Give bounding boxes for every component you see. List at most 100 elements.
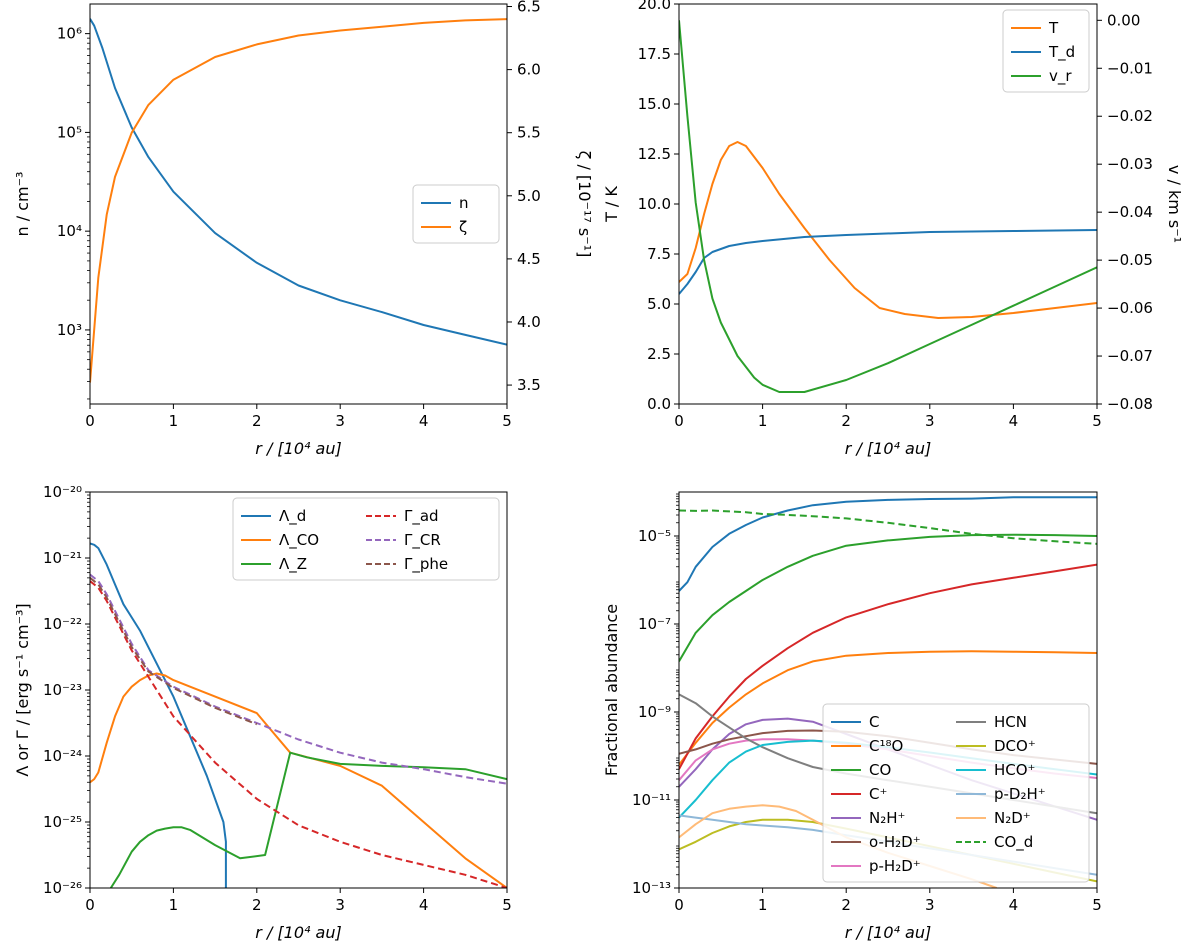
legend-box [412,184,500,244]
legend-label: Γ_phe [404,555,448,574]
series-line-density-zeta-1 [90,18,507,383]
x-tick-label: 4 [419,412,429,430]
series-line-cooling-heating-4 [90,573,507,785]
y-right-tick-label: 4.0 [517,313,541,331]
y-right-tick-label: 0.00 [1107,11,1140,29]
y-right-tick-label: −0.08 [1107,395,1153,413]
y-tick-label: 10⁻²⁶ [43,879,82,897]
x-axis-label: r / [10⁴ au] [845,439,931,458]
series-line-cooling-heating-2 [109,751,507,888]
y-right-tick-label: 5.5 [517,124,541,142]
y-tick-label: 10⁻²⁵ [43,813,82,831]
y-tick-label: 10⁻¹³ [632,879,671,897]
x-tick-label: 1 [758,896,768,914]
y-tick-label: 7.5 [647,245,671,263]
y-right-tick-label: −0.01 [1107,59,1153,77]
x-tick-label: 3 [335,412,345,430]
series-line-density-zeta-0 [90,18,507,346]
y-tick-label: 10⁻¹¹ [632,791,671,809]
y-tick-label: 0.0 [647,395,671,413]
x-tick-label: 4 [1009,896,1019,914]
legend-label: HCN [994,713,1027,731]
y-tick-label: 10⁻⁷ [638,615,671,633]
y-tick-label: 10⁻²³ [43,681,82,699]
x-tick-label: 3 [925,896,935,914]
x-tick-label: 2 [841,896,851,914]
legend-label: p-D₂H⁺ [994,785,1046,803]
x-tick-label: 2 [252,412,262,430]
legend-label: Λ_Z [279,555,307,574]
x-tick-label: 3 [925,412,935,430]
x-tick-label: 4 [1009,412,1019,430]
y-right-tick-label: 3.5 [517,376,541,394]
x-tick-label: 0 [674,896,684,914]
legend-label: v_r [1049,67,1072,86]
y-tick-label: 10⁵ [57,123,82,141]
y-tick-label: 10⁻⁹ [638,703,671,721]
legend-label: CO_d [994,833,1033,852]
series-line-abundances-0 [679,496,1097,592]
y-axis-label: T / K [602,186,621,223]
y-tick-label: 5.0 [647,295,671,313]
series-line-cooling-heating-5 [90,577,258,726]
y-right-tick-label: −0.03 [1107,155,1153,173]
x-tick-label: 0 [85,896,95,914]
series-line-temperature-velocity-1 [679,229,1097,295]
legend-label: HCO⁺ [994,761,1035,779]
series-line-abundances-12 [679,509,1097,545]
y-axis-label: Λ or Γ / [erg s⁻¹ cm⁻³] [13,603,32,776]
x-tick-label: 0 [85,412,95,430]
y-tick-label: 15.0 [638,95,671,113]
series-line-cooling-heating-0 [90,542,227,888]
y-right-tick-label: 5.0 [517,187,541,205]
y-right-axis-label: v / km s⁻¹ [1165,165,1184,243]
legend-label: T [1048,19,1059,37]
x-axis-label: r / [10⁴ au] [255,923,341,942]
legend-label: N₂D⁺ [994,809,1031,827]
y-tick-label: 10⁻²¹ [43,549,82,567]
series-line-cooling-heating-1 [90,672,507,888]
x-tick-label: 3 [335,896,345,914]
x-tick-label: 4 [419,896,429,914]
y-tick-label: 2.5 [647,345,671,363]
x-tick-label: 1 [169,896,179,914]
y-right-tick-label: 4.5 [517,250,541,268]
x-tick-label: 2 [841,412,851,430]
x-tick-label: 1 [169,412,179,430]
legend-label: o-H₂D⁺ [869,833,921,851]
legend-label: p-H₂D⁺ [869,857,921,875]
y-tick-label: 10.0 [638,195,671,213]
y-right-axis-label: ζ / [10⁻¹⁷ s⁻¹] [575,151,594,258]
x-axis-label: r / [10⁴ au] [255,439,341,458]
y-tick-label: 10⁴ [57,222,82,240]
y-right-tick-label: 6.5 [517,0,541,16]
axes-frame-density-zeta [89,3,508,405]
x-axis-label: r / [10⁴ au] [845,923,931,942]
legend-label: Λ_d [279,507,306,526]
series-line-abundances-2 [679,533,1097,662]
legend-label: Γ_ad [404,507,439,526]
series-line-abundances-1 [679,650,1097,766]
y-right-tick-label: 6.0 [517,61,541,79]
y-tick-label: 10⁶ [57,25,82,43]
y-tick-label: 10⁻²⁴ [43,747,82,765]
series-line-temperature-velocity-0 [679,141,1097,319]
legend-label: DCO⁺ [994,737,1036,755]
y-right-tick-label: −0.07 [1107,347,1153,365]
y-tick-label: 10⁻²⁰ [43,483,82,501]
x-tick-label: 0 [674,412,684,430]
legend-label: N₂H⁺ [869,809,905,827]
legend-label: CO [869,761,891,779]
y-right-tick-label: −0.04 [1107,203,1153,221]
legend-label: C [869,713,879,731]
legend-box [1002,9,1090,93]
y-tick-label: 20.0 [638,0,671,13]
y-right-tick-label: −0.02 [1107,107,1153,125]
legend-label: Γ_CR [404,531,441,550]
y-right-tick-label: −0.06 [1107,299,1153,317]
y-tick-label: 10⁻²² [43,615,82,633]
x-tick-label: 5 [502,896,512,914]
y-tick-label: 10⁻⁵ [638,527,671,545]
y-tick-label: 17.5 [638,45,671,63]
